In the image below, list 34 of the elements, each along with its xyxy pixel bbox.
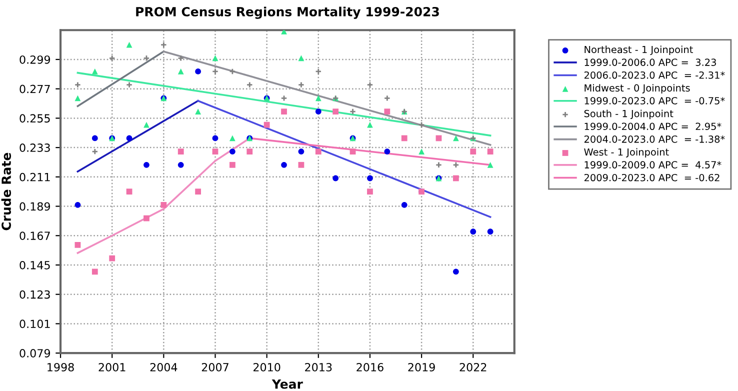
legend-label: 2006.0-2023.0 APC = -2.31*: [584, 71, 725, 79]
y-axis-title: Crude Rate: [1, 152, 12, 230]
legend-label: 1999.0-2023.0 APC = -0.75*: [584, 97, 725, 104]
y-tick-label: 0.233: [20, 144, 50, 152]
legend-label: South - 1 Joinpoint: [584, 110, 674, 120]
y-tick-label: 0.167: [20, 232, 50, 240]
y-tick-label: 0.145: [20, 260, 50, 270]
legend-label: 2004.0-2023.0 APC = -1.38*: [584, 136, 725, 143]
x-tick-label: 2001: [98, 362, 126, 372]
x-tick-label: 2004: [150, 362, 178, 372]
legend-label: West - 1 Joinpoint: [584, 148, 669, 158]
y-tick-label: 0.277: [20, 84, 50, 94]
y-tick-label: 0.189: [20, 202, 50, 211]
x-tick-label: 2019: [408, 362, 435, 372]
legend-label: 2009.0-2023.0 APC = -0.62: [584, 174, 720, 182]
y-tick-label: 0.255: [20, 114, 50, 123]
y-tick-label: 0.101: [20, 320, 50, 328]
legend-label: Northeast - 1 Joinpoint: [584, 46, 693, 56]
legend-label: 1999.0-2006.0 APC = 3.23: [584, 58, 716, 66]
x-tick-label: 1998: [48, 362, 74, 372]
x-tick-label: 2016: [356, 362, 384, 372]
x-tick-label: 2010: [253, 362, 280, 372]
x-tick-label: 2013: [305, 362, 332, 372]
y-tick-label: 0.123: [20, 290, 50, 299]
y-tick-label: 0.079: [20, 349, 50, 358]
chart-title: PROM Census Regions Mortality 1999-2023: [136, 6, 439, 19]
y-tick-label: 0.299: [20, 55, 50, 64]
x-tick-label: 2007: [202, 362, 228, 372]
legend-label: 1999.0-2009.0 APC = 4.57*: [584, 161, 722, 168]
y-tick-label: 0.211: [20, 172, 50, 182]
legend-label: 1999.0-2004.0 APC = 2.95*: [584, 122, 722, 130]
x-axis-title: Year: [272, 379, 303, 389]
legend-label: Midwest - 0 Joinpoints: [584, 84, 690, 94]
x-tick-label: 2022: [460, 362, 486, 372]
